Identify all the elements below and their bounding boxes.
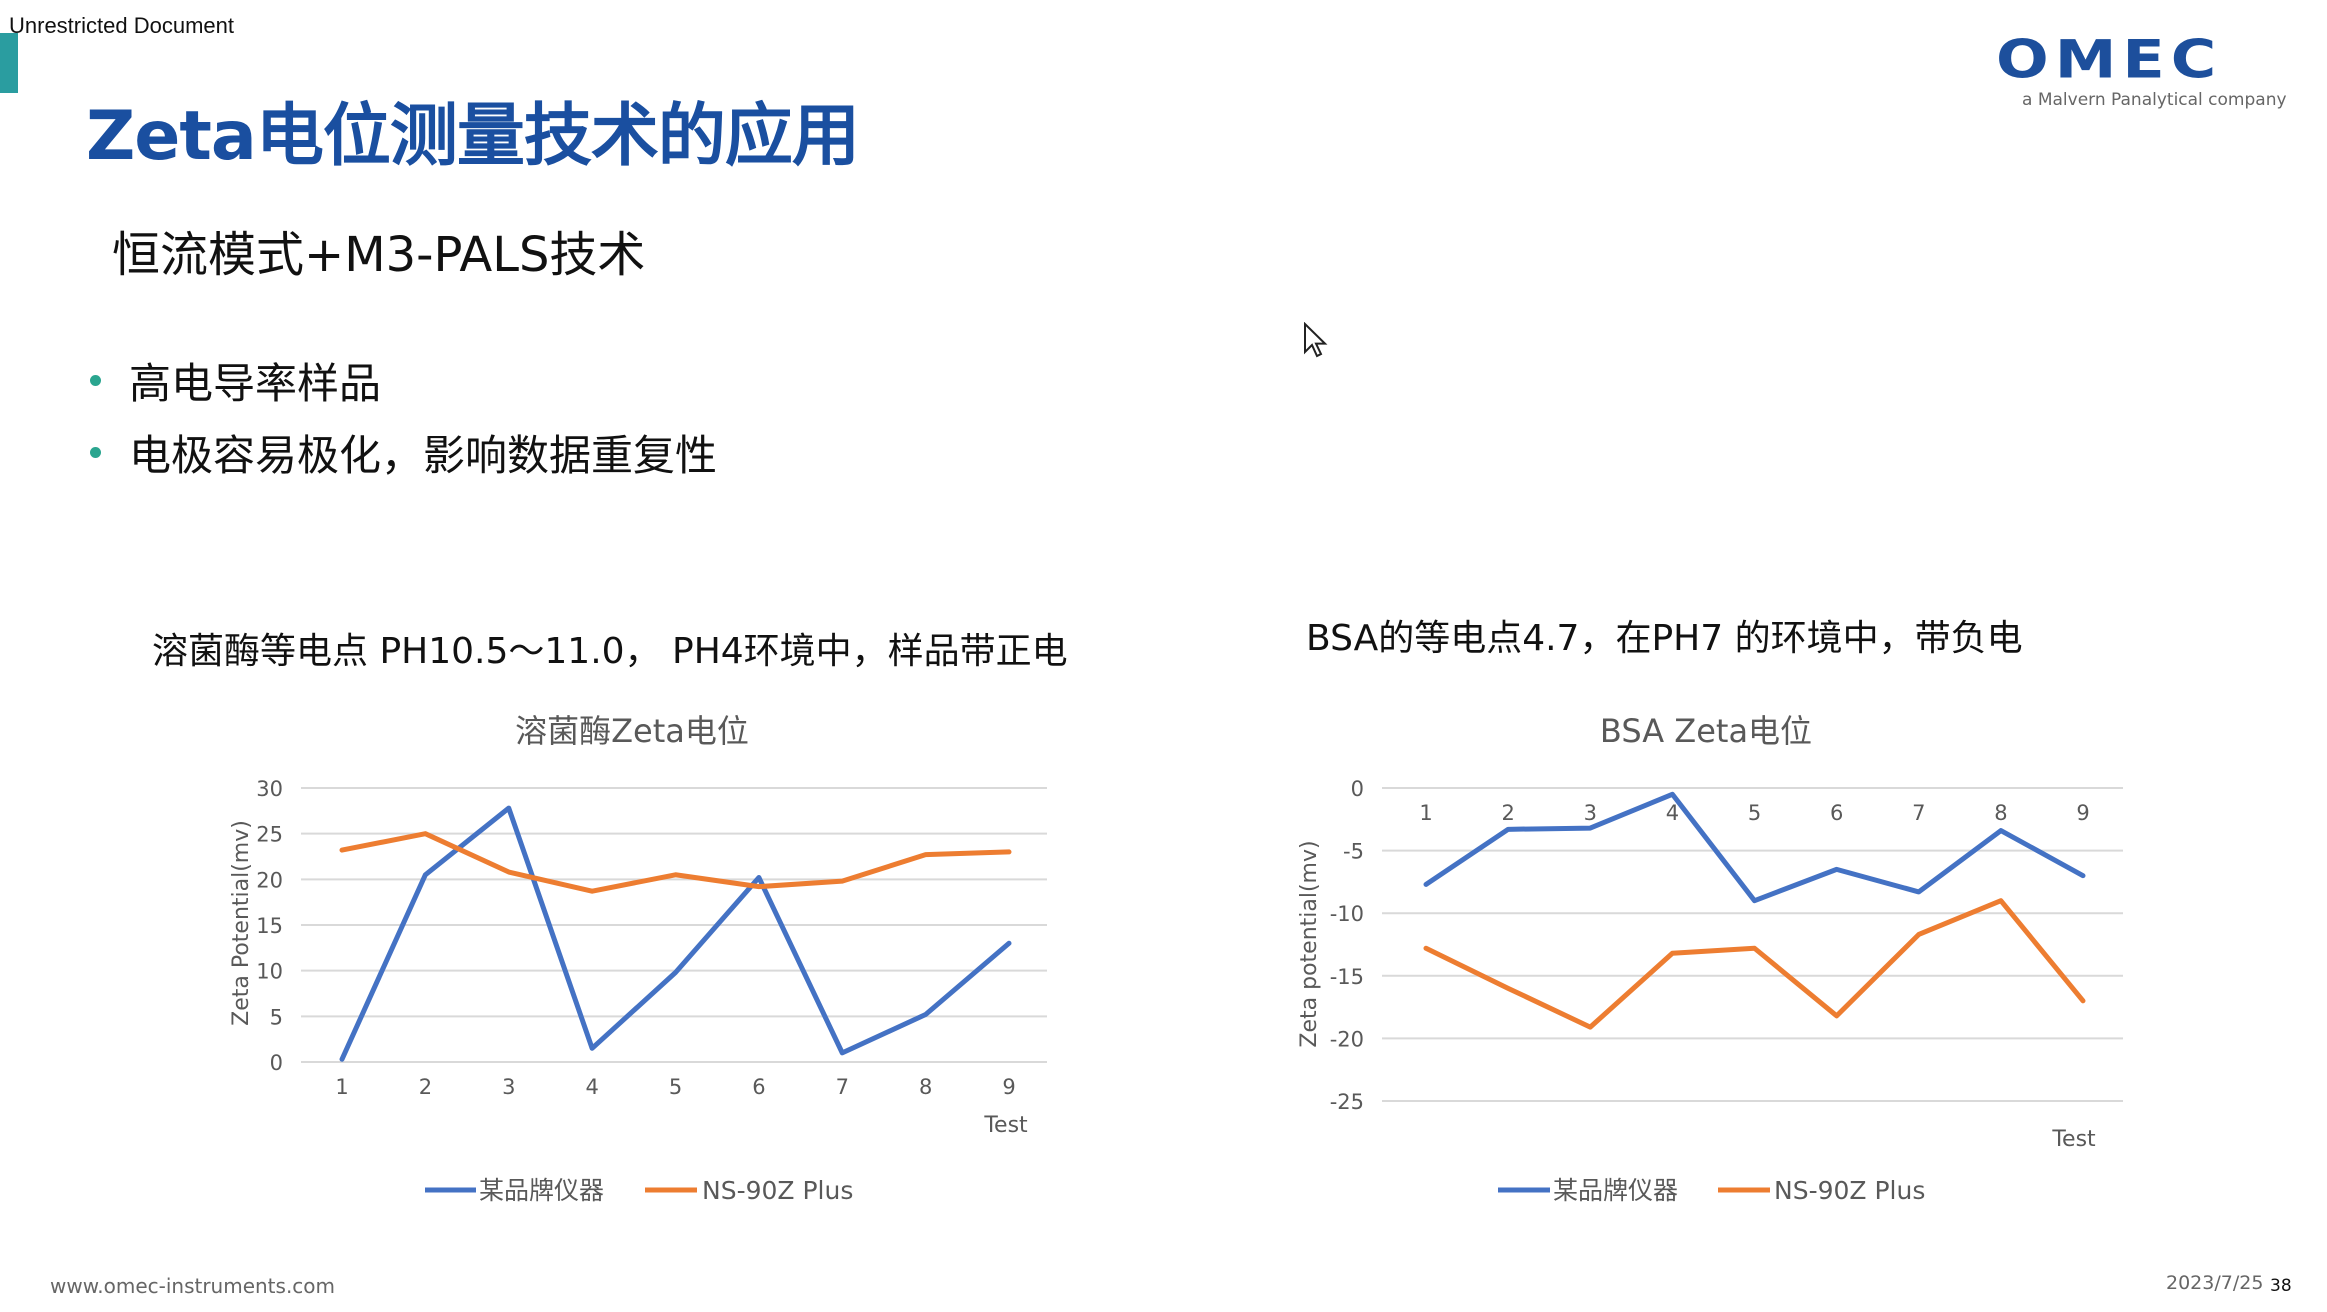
y-tick-label: 20 xyxy=(256,868,283,892)
x-tick-label: 6 xyxy=(1830,801,1843,825)
y-tick-label: -25 xyxy=(1330,1090,1364,1114)
legend-label: 某品牌仪器 xyxy=(1553,1176,1678,1205)
right-chart-caption: BSA的等电点4.7，在PH7 的环境中，带负电 xyxy=(1306,618,2023,659)
y-tick-label: 0 xyxy=(1351,777,1364,801)
x-tick-label: 6 xyxy=(752,1075,765,1099)
x-tick-label: 7 xyxy=(836,1075,849,1099)
omec-logo: OMEC a Malvern Panalytical company xyxy=(1996,28,2302,110)
y-tick-label: 25 xyxy=(256,823,283,847)
y-tick-label: 15 xyxy=(256,914,283,938)
y-tick-label: -5 xyxy=(1343,840,1364,864)
legend-label: NS-90Z Plus xyxy=(1774,1176,1925,1205)
x-tick-label: 2 xyxy=(1501,801,1514,825)
x-tick-label: 3 xyxy=(1584,801,1597,825)
y-axis-title: Zeta Potential(mv) xyxy=(229,820,254,1026)
x-tick-label: 5 xyxy=(669,1075,682,1099)
section-subtitle: 恒流模式+M3-PALS技术 xyxy=(112,227,646,283)
y-tick-label: -20 xyxy=(1330,1027,1364,1051)
x-axis-title: Test xyxy=(2051,1127,2096,1152)
y-tick-label: 5 xyxy=(270,1005,283,1029)
bullet-text: 高电导率样品 xyxy=(129,359,382,408)
bullet-dot-icon xyxy=(90,375,101,386)
bullet-dot-icon xyxy=(90,447,101,458)
bullet-text: 电极容易极化，影响数据重复性 xyxy=(129,431,718,480)
mouse-cursor-icon xyxy=(1303,321,1329,364)
bullet-item: 高电导率样品 xyxy=(90,350,381,411)
y-axis-title: Zeta potential(mv) xyxy=(1297,840,1322,1047)
series-line-brand-instrument xyxy=(339,805,1012,1062)
left-chart-caption: 溶菌酶等电点 PH10.5～11.0， PH4环境中，样品带正电 xyxy=(152,631,1068,672)
y-tick-label: 0 xyxy=(270,1051,283,1075)
footer-url: www.omec-instruments.com xyxy=(50,1274,336,1298)
x-axis-title: Test xyxy=(983,1113,1028,1138)
legend-label: 某品牌仪器 xyxy=(479,1176,604,1205)
legend-label: NS-90Z Plus xyxy=(702,1176,853,1205)
x-tick-label: 8 xyxy=(919,1075,932,1099)
accent-bar xyxy=(0,33,18,93)
series-line-ns-90z-plus xyxy=(1423,898,2086,1030)
page-title: Zeta电位测量技术的应用 xyxy=(86,97,860,176)
x-tick-label: 9 xyxy=(1002,1075,1015,1099)
x-tick-label: 7 xyxy=(1912,801,1925,825)
x-tick-label: 8 xyxy=(1994,801,2007,825)
x-tick-label: 9 xyxy=(2076,801,2089,825)
chart-title: BSA Zeta电位 xyxy=(1600,712,1812,750)
x-tick-label: 5 xyxy=(1748,801,1761,825)
chart-title: 溶菌酶Zeta电位 xyxy=(515,712,749,750)
x-tick-label: 2 xyxy=(419,1075,432,1099)
page-number: 38 xyxy=(2270,1276,2292,1296)
y-tick-label: 10 xyxy=(256,960,283,984)
y-tick-label: -10 xyxy=(1330,902,1364,926)
x-tick-label: 3 xyxy=(502,1075,515,1099)
x-tick-label: 1 xyxy=(335,1075,348,1099)
y-tick-label: -15 xyxy=(1330,965,1364,989)
footer-date: 2023/7/25 xyxy=(2166,1272,2264,1294)
x-tick-label: 1 xyxy=(1419,801,1432,825)
y-tick-label: 30 xyxy=(256,777,283,801)
bullet-item: 电极容易极化，影响数据重复性 xyxy=(90,422,717,483)
classification-label: Unrestricted Document xyxy=(9,13,234,38)
x-tick-label: 4 xyxy=(585,1075,598,1099)
x-tick-label: 4 xyxy=(1666,801,1679,825)
logo-wordmark: OMEC xyxy=(1996,28,2223,91)
logo-tagline: a Malvern Panalytical company xyxy=(2022,90,2287,110)
